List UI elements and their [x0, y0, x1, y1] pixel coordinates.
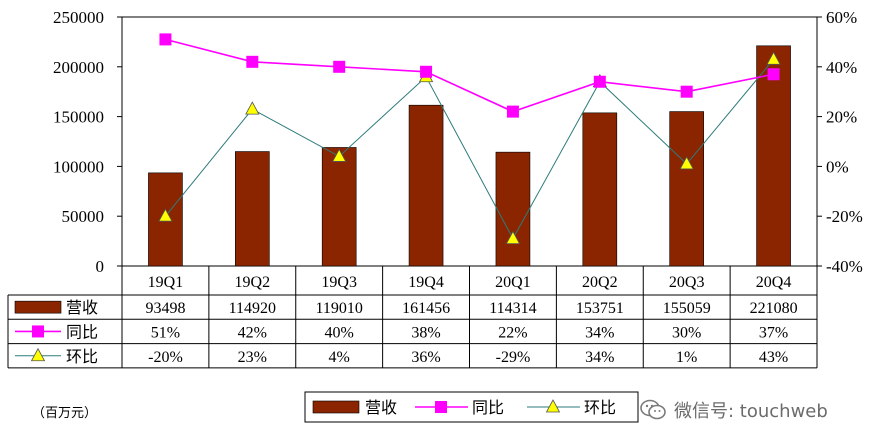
data-label-yoy: 37% [759, 324, 788, 341]
bar-revenue [235, 151, 270, 267]
data-label-qoq: 1% [676, 349, 697, 366]
right-axis-tick-label: -40% [826, 257, 863, 276]
wechat-icon [640, 399, 666, 421]
table-key-qoq-marker [30, 347, 46, 362]
category-label: 19Q2 [235, 274, 271, 291]
data-label-yoy: 42% [238, 324, 267, 341]
qoq-marker [766, 51, 781, 65]
left-axis-tick-label: 100000 [53, 157, 104, 176]
legend-label-yoy: 同比 [472, 398, 504, 417]
category-label: 19Q1 [148, 274, 184, 291]
data-label-yoy: 38% [411, 324, 440, 341]
bar-revenue [408, 104, 444, 267]
right-axis-tick-label: -20% [826, 207, 863, 226]
left-axis-tick-label: 250000 [53, 8, 104, 27]
qoq-marker [332, 148, 347, 162]
data-label-revenue: 155059 [663, 300, 711, 317]
data-label-qoq: 34% [585, 349, 614, 366]
legend-label-revenue: 营收 [365, 398, 397, 417]
data-label-qoq: 36% [411, 349, 440, 366]
data-label-revenue: 153751 [576, 300, 624, 317]
left-axis-tick-label: 150000 [53, 108, 104, 127]
data-label-revenue: 221080 [750, 300, 798, 317]
yoy-marker [246, 55, 259, 68]
data-label-revenue: 114920 [229, 300, 276, 317]
right-axis-tick-label: 20% [826, 108, 857, 127]
data-label-qoq: -20% [148, 349, 183, 366]
left-axis-tick-label: 0 [96, 257, 105, 276]
table-row-label-revenue: 营收 [66, 298, 98, 317]
watermark: 微信号: touchweb [640, 396, 828, 424]
qoq-marker [505, 230, 521, 245]
yoy-marker [159, 33, 172, 46]
yoy-marker [420, 65, 433, 78]
qoq-line [165, 59, 774, 240]
category-label: 20Q3 [669, 274, 705, 291]
legend-label-qoq: 环比 [584, 398, 616, 417]
yoy-marker [593, 75, 606, 88]
qoq-marker [679, 156, 694, 170]
data-label-yoy: 51% [151, 324, 180, 341]
yoy-line [165, 38, 774, 113]
right-axis-tick-label: 40% [826, 58, 857, 77]
right-axis-tick-label: 0% [826, 157, 849, 176]
legend-key-qoq-marker [545, 399, 561, 413]
bar-revenue [495, 151, 531, 267]
bar-revenue [321, 147, 357, 267]
bar-revenue [669, 111, 704, 267]
table-row-label-yoy: 同比 [66, 322, 98, 341]
qoq-marker [158, 208, 173, 222]
legend-key-revenue [312, 400, 360, 414]
yoy-marker [506, 105, 519, 118]
yoy-marker [333, 60, 346, 73]
data-label-qoq: 23% [238, 349, 267, 366]
data-label-revenue: 114314 [489, 300, 536, 317]
data-label-yoy: 22% [498, 324, 527, 341]
data-label-revenue: 119010 [315, 300, 362, 317]
category-label: 20Q1 [495, 274, 531, 291]
data-label-qoq: 43% [759, 349, 788, 366]
table-row-label-qoq: 环比 [66, 347, 98, 366]
data-label-yoy: 34% [585, 324, 614, 341]
category-label: 20Q2 [582, 274, 618, 291]
data-label-revenue: 161456 [402, 300, 450, 317]
category-label: 19Q3 [321, 274, 357, 291]
data-label-yoy: 30% [672, 324, 701, 341]
right-axis-tick-label: 60% [826, 8, 857, 27]
yoy-marker [680, 85, 693, 98]
unit-label: （百万元） [32, 406, 98, 421]
category-label: 20Q4 [756, 274, 792, 291]
data-label-qoq: -29% [496, 349, 531, 366]
left-axis-tick-label: 50000 [62, 207, 105, 226]
data-label-yoy: 40% [325, 324, 354, 341]
category-label: 19Q4 [408, 274, 444, 291]
data-label-qoq: 4% [329, 349, 350, 366]
table-key-revenue [14, 300, 62, 314]
yoy-marker [767, 68, 780, 81]
left-axis-tick-label: 200000 [53, 58, 104, 77]
bar-revenue [582, 112, 618, 267]
legend-box [304, 391, 639, 423]
qoq-marker [245, 101, 260, 115]
legend-key-yoy-marker [435, 401, 447, 413]
data-label-revenue: 93498 [145, 300, 185, 317]
watermark-text: 微信号: touchweb [674, 401, 828, 422]
table-key-yoy-marker [32, 325, 44, 338]
bar-revenue [756, 45, 791, 267]
